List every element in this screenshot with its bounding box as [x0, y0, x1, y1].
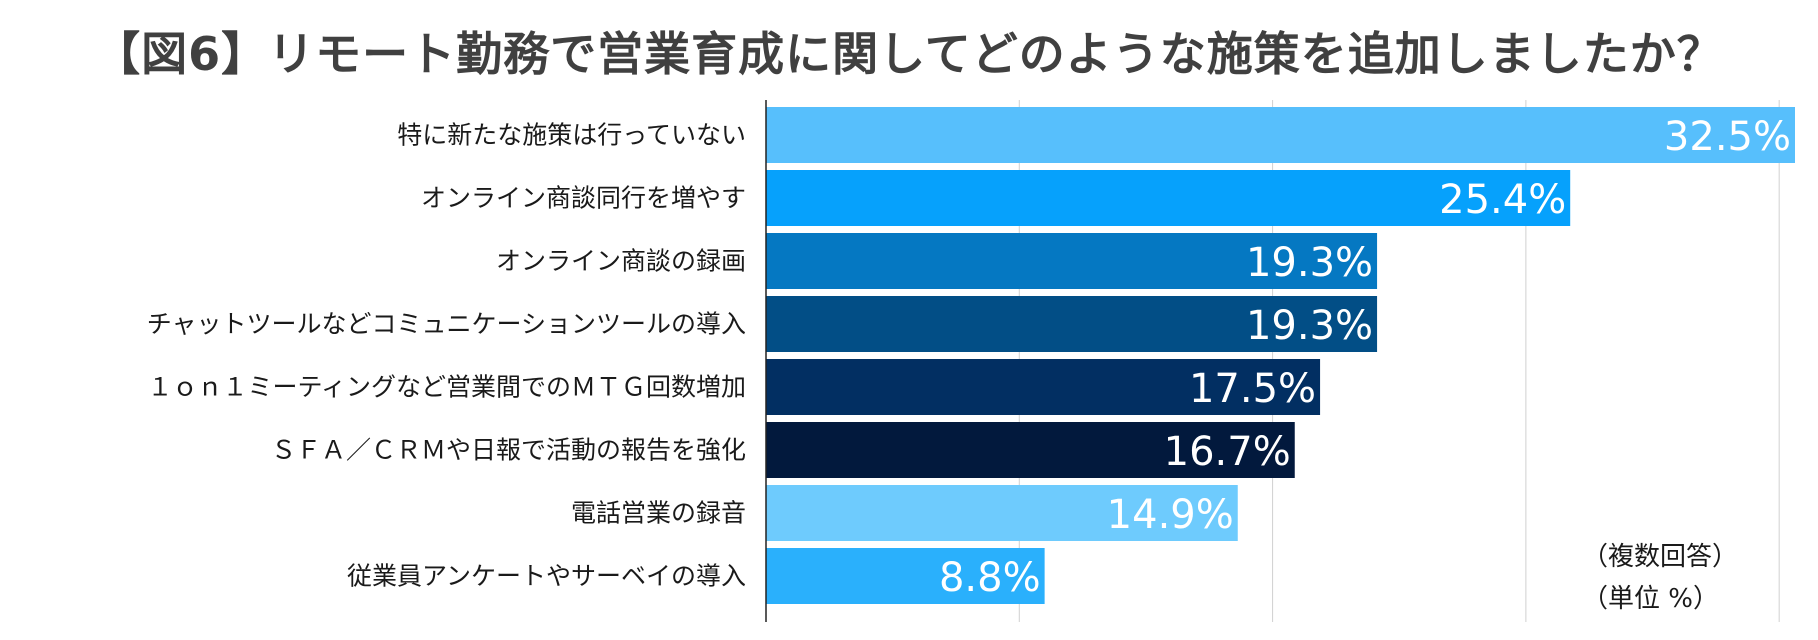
value-label: 19.3%: [1246, 240, 1373, 286]
bars: [766, 107, 1795, 604]
category-label: チャットツールなどコミュニケーションツールの導入: [147, 310, 746, 339]
value-label: 16.7%: [1164, 429, 1291, 475]
value-label: 32.5%: [1664, 114, 1791, 160]
value-label: 8.8%: [939, 555, 1041, 601]
category-label: 電話営業の録音: [571, 499, 746, 528]
bar: [766, 107, 1795, 163]
value-label: 25.4%: [1439, 177, 1566, 223]
category-label: ＳＦＡ／ＣＲＭや日報で活動の報告を強化: [271, 436, 746, 465]
value-label: 19.3%: [1246, 303, 1373, 349]
value-label: 17.5%: [1189, 366, 1316, 412]
category-label: 従業員アンケートやサーベイの導入: [347, 562, 746, 591]
value-labels: 32.5% 25.4% 19.3% 19.3% 17.5% 16.7% 14.9% 8.8%: [939, 114, 1791, 601]
bar: [766, 548, 1045, 604]
bar: [766, 233, 1378, 289]
category-label: 特に新たな施策は行っていない: [397, 121, 746, 150]
unit-note: （単位 %）: [1582, 584, 1719, 614]
bar: [766, 296, 1378, 352]
bar: [766, 359, 1321, 415]
multiple-answers-note: （複数回答）: [1582, 542, 1739, 572]
category-label: オンライン商談同行を増やす: [421, 184, 746, 213]
category-label: １ｏｎ１ミーティングなど営業間でのＭＴＧ回数増加: [147, 373, 746, 402]
chart-title: 【図6】リモート勤務で営業育成に関してどのような施策を追加しましたか？: [94, 27, 1724, 81]
bar: [766, 422, 1295, 478]
bar: [766, 170, 1571, 226]
category-label: オンライン商談の録画: [496, 247, 746, 276]
value-label: 14.9%: [1107, 492, 1234, 538]
bar: [766, 485, 1238, 541]
category-labels: 特に新たな施策は行っていないオンライン商談同行を増やすオンライン商談の録画チャッ…: [147, 121, 746, 591]
